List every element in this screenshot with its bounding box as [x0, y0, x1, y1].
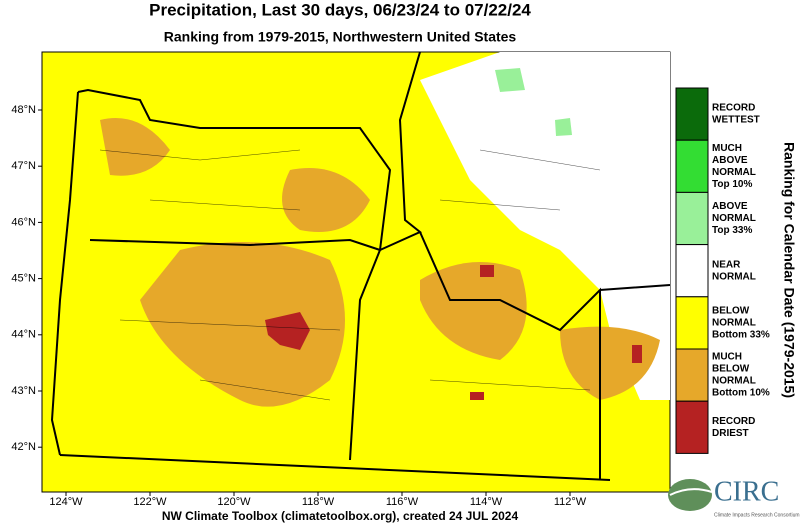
lat-label: 44°N — [11, 329, 36, 341]
much-below-area — [420, 262, 527, 360]
lon-label: 120°W — [217, 496, 251, 508]
legend-label: NORMAL — [712, 376, 756, 387]
lon-label: 122°W — [133, 496, 167, 508]
legend-label: MUCH — [712, 143, 742, 154]
lat-label: 45°N — [11, 273, 36, 285]
logo-name: CIRC — [714, 476, 779, 507]
subtitle: Ranking from 1979-2015, Northwestern Uni… — [164, 29, 517, 45]
legend-label: BELOW — [712, 364, 750, 375]
logo: CIRC Climate Impacts Research Consortium — [668, 476, 800, 518]
lon-label: 112°W — [554, 496, 587, 508]
map — [41, 51, 671, 493]
footer: NW Climate Toolbox (climatetoolbox.org),… — [162, 509, 519, 523]
lat-label: 42°N — [11, 441, 36, 453]
county-border — [99, 149, 601, 401]
legend-swatch — [675, 139, 709, 193]
legend-label: NEAR — [712, 259, 741, 270]
legend-label: DRIEST — [712, 428, 749, 439]
title: Precipitation, Last 30 days, 06/23/24 to… — [149, 0, 531, 19]
lon-label: 118°W — [302, 496, 335, 508]
lat-label: 47°N — [11, 160, 36, 172]
legend-label: MUCH — [712, 352, 742, 363]
record-dry-area — [265, 312, 310, 350]
lon-label: 116°W — [386, 496, 419, 508]
legend-label: Bottom 10% — [712, 388, 770, 399]
legend-title: Ranking for Calendar Date (1979-2015) — [781, 142, 797, 398]
legend-label: ABOVE — [712, 201, 748, 212]
record-dry-area — [480, 265, 494, 277]
logo-tagline: Climate Impacts Research Consortium — [714, 512, 800, 518]
lat-label: 48°N — [11, 104, 36, 116]
lon-labels: 124°W 122°W 120°W 118°W 116°W 114°W 112°W — [49, 492, 587, 508]
legend-label: NORMAL — [712, 167, 756, 178]
logo-icon — [669, 488, 713, 496]
above-normal-area — [495, 68, 525, 92]
legend-label: Top 33% — [712, 225, 752, 236]
legend-label: RECORD — [712, 103, 755, 114]
legend-label: NORMAL — [712, 213, 756, 224]
logo-icon — [668, 479, 712, 511]
legend-swatch — [675, 348, 709, 402]
legend-swatch — [675, 87, 709, 141]
legend-label: Bottom 33% — [712, 330, 770, 341]
near-normal-area — [420, 52, 670, 300]
legend-label: NORMAL — [712, 271, 756, 282]
state-border — [59, 231, 671, 481]
much-below-area — [282, 168, 370, 232]
lon-label: 114°W — [470, 496, 503, 508]
legend-label: BELOW — [712, 306, 750, 317]
much-below-area — [140, 242, 345, 407]
lat-label: 46°N — [11, 216, 36, 228]
lon-label: 124°W — [49, 496, 83, 508]
legend-label: WETTEST — [712, 115, 760, 126]
legend-swatch — [675, 191, 709, 246]
legend-swatch — [675, 400, 709, 454]
legend-swatch — [675, 296, 709, 350]
legend-label: RECORD — [712, 416, 755, 427]
record-dry-area — [470, 392, 484, 400]
legend-label: ABOVE — [712, 155, 748, 166]
legend-swatch — [675, 244, 709, 298]
legend-label: Top 10% — [712, 179, 752, 190]
state-border — [77, 51, 422, 252]
record-dry-area — [632, 345, 642, 363]
above-normal-area — [555, 118, 572, 136]
much-below-area — [100, 118, 170, 176]
coastline — [50, 91, 79, 456]
lat-label: 43°N — [11, 385, 36, 397]
lat-labels: 48°N 47°N 46°N 45°N 44°N 43°N 42°N — [11, 104, 42, 453]
legend-label: NORMAL — [712, 318, 756, 329]
